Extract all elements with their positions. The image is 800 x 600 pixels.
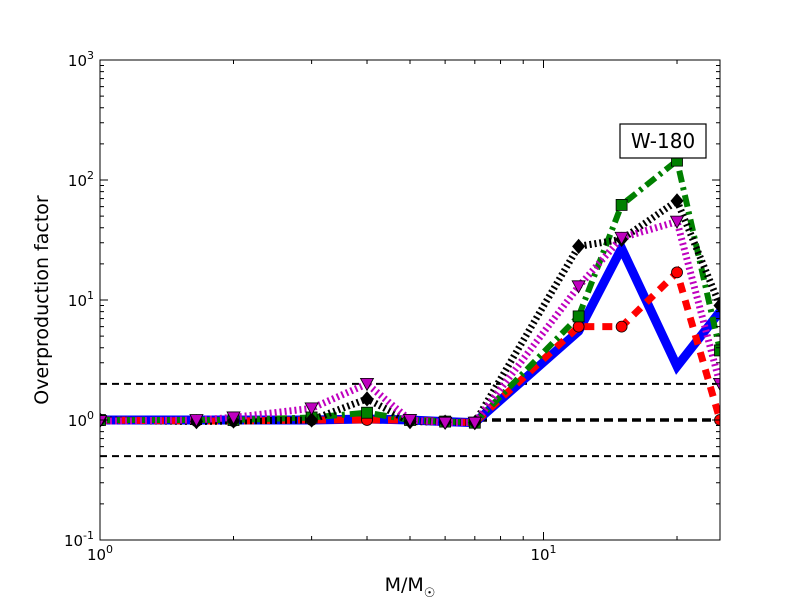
series-4-point-9 bbox=[614, 231, 629, 246]
x-axis-label: M/M☉ bbox=[385, 574, 436, 600]
series-2-point-7 bbox=[572, 310, 585, 323]
y-axis-label: Overproduction factor bbox=[31, 195, 53, 405]
y-tick-label-0: 10-1 bbox=[64, 529, 94, 550]
y-tick-label-2: 101 bbox=[68, 289, 94, 310]
series-4-point-0 bbox=[100, 415, 108, 429]
series-4-point-6 bbox=[437, 416, 453, 431]
series-2-point-8 bbox=[615, 199, 628, 211]
series-4-point-8 bbox=[571, 280, 586, 294]
series-line-4 bbox=[100, 217, 720, 427]
series-4-point-3 bbox=[304, 402, 319, 416]
series-4-point-10 bbox=[669, 215, 685, 229]
y-tick-label-1: 100 bbox=[68, 409, 94, 430]
series-3-point-10 bbox=[670, 193, 684, 209]
series-3-point-4 bbox=[360, 391, 374, 407]
series-4-point-5 bbox=[402, 414, 418, 428]
series-markers bbox=[100, 154, 720, 431]
series-1-point-9 bbox=[615, 320, 628, 333]
series-4-point-7 bbox=[467, 416, 482, 431]
plot-background bbox=[100, 60, 720, 540]
series-3-point-3 bbox=[305, 412, 319, 428]
axis-ticks bbox=[99, 59, 720, 541]
series-3-point-8 bbox=[572, 238, 586, 254]
x-tick-label-0: 100 bbox=[87, 543, 113, 564]
series-4-point-4 bbox=[359, 377, 375, 392]
series-1-point-10 bbox=[671, 266, 683, 279]
y-tick-label-4: 103 bbox=[68, 49, 94, 70]
x-tick-label-1: 101 bbox=[530, 543, 556, 564]
series-2-point-3 bbox=[361, 406, 373, 419]
annotation-box: W-180 bbox=[619, 123, 707, 159]
annotation-text: W-180 bbox=[631, 129, 695, 153]
y-tick-label-3: 102 bbox=[68, 169, 94, 190]
series-4-point-2 bbox=[226, 411, 241, 425]
series-1-point-8 bbox=[572, 320, 585, 333]
series-2-point-10 bbox=[714, 344, 720, 357]
series-4-point-1 bbox=[189, 414, 204, 428]
x-axis-label-sub: ☉ bbox=[424, 586, 436, 600]
